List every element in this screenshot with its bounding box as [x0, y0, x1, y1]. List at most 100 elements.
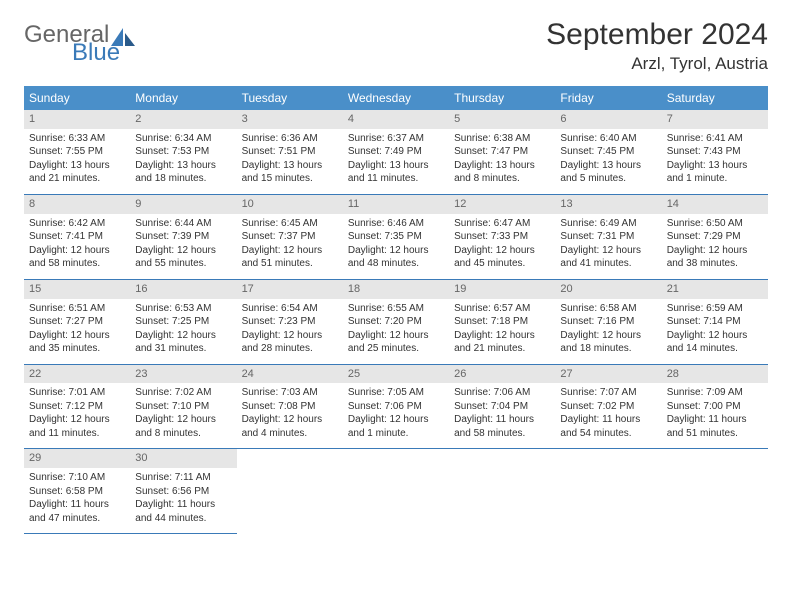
sunrise-text: Sunrise: 7:05 AM: [348, 386, 444, 400]
day-data-cell: Sunrise: 6:59 AMSunset: 7:14 PMDaylight:…: [662, 299, 768, 365]
daylight-text: Daylight: 12 hours and 18 minutes.: [560, 329, 656, 356]
day-data-cell: Sunrise: 6:42 AMSunset: 7:41 PMDaylight:…: [24, 214, 130, 280]
daylight-text: Daylight: 12 hours and 25 minutes.: [348, 329, 444, 356]
day-data-cell: Sunrise: 6:53 AMSunset: 7:25 PMDaylight:…: [130, 299, 236, 365]
daylight-text: Daylight: 13 hours and 21 minutes.: [29, 159, 125, 186]
day-data-cell: Sunrise: 6:34 AMSunset: 7:53 PMDaylight:…: [130, 129, 236, 195]
sunrise-text: Sunrise: 7:02 AM: [135, 386, 231, 400]
day-number-cell: 4: [343, 110, 449, 129]
sunset-text: Sunset: 7:12 PM: [29, 400, 125, 414]
sunset-text: Sunset: 7:49 PM: [348, 145, 444, 159]
day-data-cell: Sunrise: 6:37 AMSunset: 7:49 PMDaylight:…: [343, 129, 449, 195]
day-data-cell: Sunrise: 6:45 AMSunset: 7:37 PMDaylight:…: [237, 214, 343, 280]
daylight-text: Daylight: 12 hours and 11 minutes.: [29, 413, 125, 440]
sunset-text: Sunset: 7:25 PM: [135, 315, 231, 329]
sunrise-text: Sunrise: 6:34 AM: [135, 132, 231, 146]
day-number-cell: 19: [449, 279, 555, 298]
day-data-cell: Sunrise: 6:55 AMSunset: 7:20 PMDaylight:…: [343, 299, 449, 365]
sunrise-text: Sunrise: 6:45 AM: [242, 217, 338, 231]
day-data-cell: [237, 468, 343, 534]
day-number-cell: 25: [343, 364, 449, 383]
sunrise-text: Sunrise: 6:53 AM: [135, 302, 231, 316]
sunrise-text: Sunrise: 6:59 AM: [667, 302, 763, 316]
daylight-text: Daylight: 12 hours and 45 minutes.: [454, 244, 550, 271]
day-data-cell: Sunrise: 6:46 AMSunset: 7:35 PMDaylight:…: [343, 214, 449, 280]
day-number-cell: 23: [130, 364, 236, 383]
day-number-cell: 29: [24, 449, 130, 468]
daylight-text: Daylight: 12 hours and 48 minutes.: [348, 244, 444, 271]
day-data-cell: Sunrise: 7:06 AMSunset: 7:04 PMDaylight:…: [449, 383, 555, 449]
calendar-table: Sunday Monday Tuesday Wednesday Thursday…: [24, 86, 768, 534]
daylight-text: Daylight: 11 hours and 47 minutes.: [29, 498, 125, 525]
sunrise-text: Sunrise: 6:37 AM: [348, 132, 444, 146]
day-number-cell: 9: [130, 194, 236, 213]
sunrise-text: Sunrise: 6:47 AM: [454, 217, 550, 231]
sunrise-text: Sunrise: 6:55 AM: [348, 302, 444, 316]
sunrise-text: Sunrise: 6:38 AM: [454, 132, 550, 146]
day-data-cell: Sunrise: 6:50 AMSunset: 7:29 PMDaylight:…: [662, 214, 768, 280]
day-data-cell: Sunrise: 7:02 AMSunset: 7:10 PMDaylight:…: [130, 383, 236, 449]
weekday-header: Sunday: [24, 86, 130, 110]
day-number-cell: 12: [449, 194, 555, 213]
weekday-header: Wednesday: [343, 86, 449, 110]
daylight-text: Daylight: 11 hours and 54 minutes.: [560, 413, 656, 440]
day-number-cell: 17: [237, 279, 343, 298]
daylight-text: Daylight: 13 hours and 5 minutes.: [560, 159, 656, 186]
sunrise-text: Sunrise: 6:51 AM: [29, 302, 125, 316]
sunset-text: Sunset: 7:55 PM: [29, 145, 125, 159]
sunset-text: Sunset: 7:04 PM: [454, 400, 550, 414]
day-data-cell: [662, 468, 768, 534]
weekday-header: Friday: [555, 86, 661, 110]
day-number-cell: 21: [662, 279, 768, 298]
daylight-text: Daylight: 12 hours and 55 minutes.: [135, 244, 231, 271]
sunrise-text: Sunrise: 7:06 AM: [454, 386, 550, 400]
day-data-cell: Sunrise: 6:58 AMSunset: 7:16 PMDaylight:…: [555, 299, 661, 365]
weekday-header: Thursday: [449, 86, 555, 110]
sunset-text: Sunset: 6:56 PM: [135, 485, 231, 499]
sunset-text: Sunset: 7:33 PM: [454, 230, 550, 244]
day-data-cell: Sunrise: 7:10 AMSunset: 6:58 PMDaylight:…: [24, 468, 130, 534]
day-number-cell: 22: [24, 364, 130, 383]
sunset-text: Sunset: 7:47 PM: [454, 145, 550, 159]
sunrise-text: Sunrise: 6:49 AM: [560, 217, 656, 231]
weekday-header: Tuesday: [237, 86, 343, 110]
day-number-cell: 24: [237, 364, 343, 383]
sunrise-text: Sunrise: 6:42 AM: [29, 217, 125, 231]
day-number-cell: 16: [130, 279, 236, 298]
sunset-text: Sunset: 7:14 PM: [667, 315, 763, 329]
daylight-text: Daylight: 12 hours and 51 minutes.: [242, 244, 338, 271]
sunset-text: Sunset: 7:39 PM: [135, 230, 231, 244]
day-number-cell: [555, 449, 661, 468]
daylight-text: Daylight: 12 hours and 21 minutes.: [454, 329, 550, 356]
daylight-text: Daylight: 12 hours and 8 minutes.: [135, 413, 231, 440]
day-data-cell: [555, 468, 661, 534]
day-number-cell: 6: [555, 110, 661, 129]
day-data-cell: Sunrise: 7:11 AMSunset: 6:56 PMDaylight:…: [130, 468, 236, 534]
day-data-cell: Sunrise: 6:49 AMSunset: 7:31 PMDaylight:…: [555, 214, 661, 280]
day-data-cell: Sunrise: 7:03 AMSunset: 7:08 PMDaylight:…: [237, 383, 343, 449]
sunset-text: Sunset: 7:23 PM: [242, 315, 338, 329]
day-number-cell: [343, 449, 449, 468]
day-data-cell: Sunrise: 6:54 AMSunset: 7:23 PMDaylight:…: [237, 299, 343, 365]
sunrise-text: Sunrise: 6:44 AM: [135, 217, 231, 231]
sunset-text: Sunset: 7:53 PM: [135, 145, 231, 159]
sunset-text: Sunset: 7:45 PM: [560, 145, 656, 159]
day-number-cell: 13: [555, 194, 661, 213]
day-number-cell: 15: [24, 279, 130, 298]
title-block: September 2024 Arzl, Tyrol, Austria: [546, 18, 768, 74]
day-number-row: 891011121314: [24, 194, 768, 213]
sunset-text: Sunset: 7:00 PM: [667, 400, 763, 414]
day-number-cell: 30: [130, 449, 236, 468]
weekday-header: Monday: [130, 86, 236, 110]
sunrise-text: Sunrise: 6:58 AM: [560, 302, 656, 316]
daylight-text: Daylight: 12 hours and 4 minutes.: [242, 413, 338, 440]
day-number-cell: [662, 449, 768, 468]
sunset-text: Sunset: 7:02 PM: [560, 400, 656, 414]
sunrise-text: Sunrise: 6:41 AM: [667, 132, 763, 146]
sunrise-text: Sunrise: 7:03 AM: [242, 386, 338, 400]
day-number-cell: 18: [343, 279, 449, 298]
day-number-cell: 1: [24, 110, 130, 129]
day-data-cell: Sunrise: 6:47 AMSunset: 7:33 PMDaylight:…: [449, 214, 555, 280]
weekday-header: Saturday: [662, 86, 768, 110]
day-number-row: 15161718192021: [24, 279, 768, 298]
